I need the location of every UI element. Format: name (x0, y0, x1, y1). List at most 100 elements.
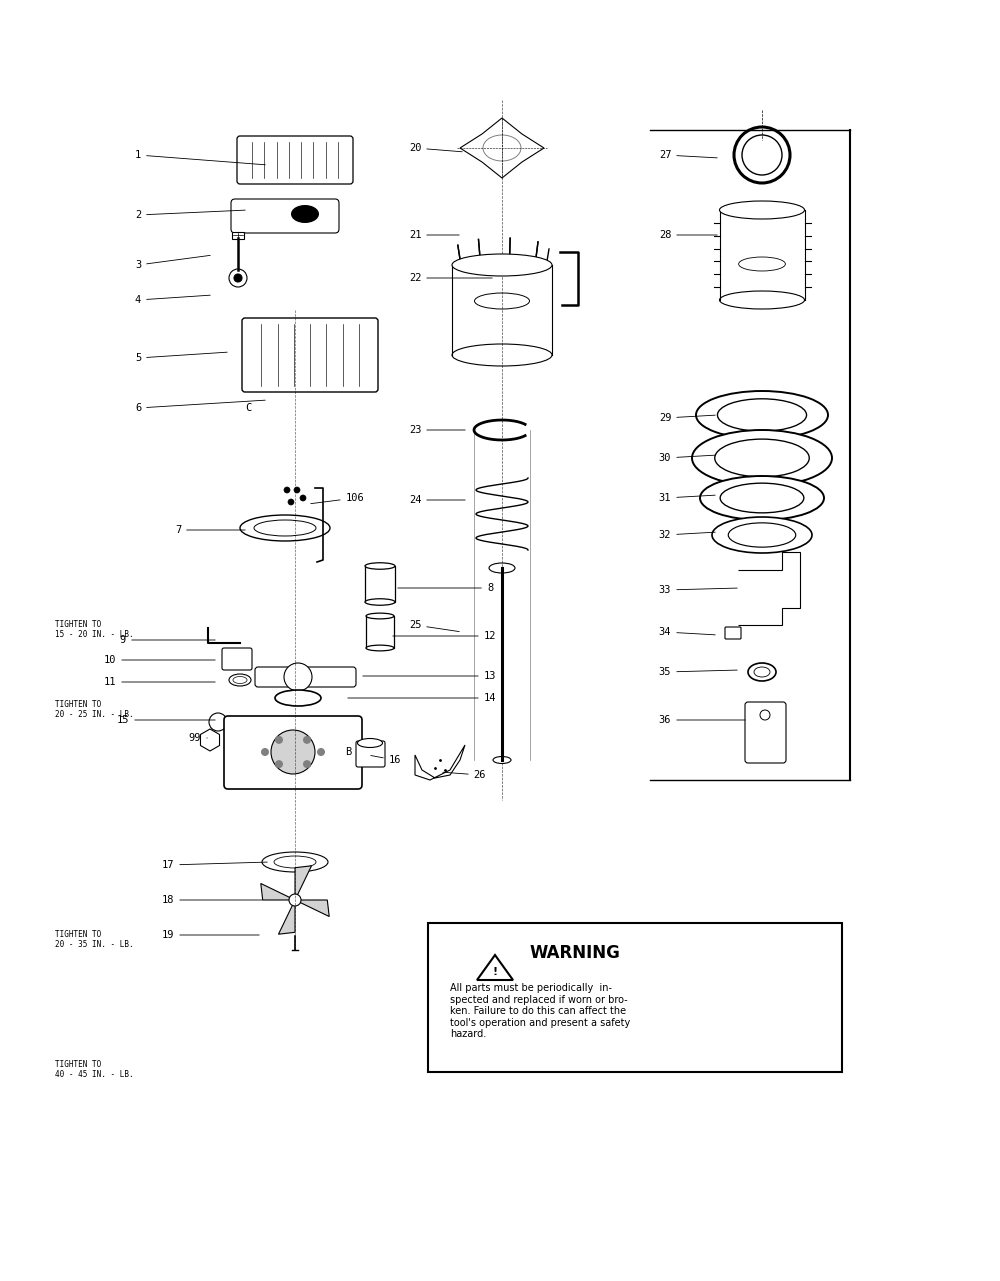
Text: 30: 30 (659, 453, 715, 462)
Ellipse shape (493, 757, 511, 763)
Text: 36: 36 (659, 715, 745, 725)
FancyBboxPatch shape (255, 667, 356, 687)
Text: WARNING: WARNING (530, 944, 620, 962)
Ellipse shape (489, 564, 515, 573)
Text: 18: 18 (162, 895, 262, 904)
Text: TIGHTEN TO
15 - 20 IN. - LB.: TIGHTEN TO 15 - 20 IN. - LB. (55, 620, 134, 639)
Ellipse shape (739, 257, 785, 272)
Polygon shape (295, 866, 312, 901)
Text: 20: 20 (409, 143, 462, 152)
Text: 31: 31 (659, 493, 715, 503)
Text: 34: 34 (659, 626, 715, 637)
Ellipse shape (254, 520, 316, 535)
Text: 5: 5 (135, 352, 227, 363)
Circle shape (303, 735, 311, 744)
Text: 17: 17 (162, 860, 267, 870)
Text: 1: 1 (135, 150, 265, 165)
Text: 16: 16 (371, 755, 401, 765)
Ellipse shape (240, 515, 330, 541)
Polygon shape (415, 746, 465, 780)
Polygon shape (477, 956, 513, 980)
Bar (232, 232, 244, 240)
Circle shape (300, 494, 306, 501)
Circle shape (229, 269, 247, 287)
Text: 12: 12 (393, 632, 496, 640)
Polygon shape (738, 552, 800, 625)
Text: 33: 33 (659, 585, 737, 594)
Text: 28: 28 (659, 231, 717, 240)
Text: TIGHTEN TO
20 - 25 IN. - LB.: TIGHTEN TO 20 - 25 IN. - LB. (55, 699, 134, 720)
Text: 7: 7 (175, 525, 245, 535)
Ellipse shape (275, 690, 321, 706)
Circle shape (275, 760, 283, 769)
Text: 14: 14 (348, 693, 496, 703)
Text: 26: 26 (443, 770, 486, 780)
Ellipse shape (717, 398, 807, 432)
Text: C: C (245, 404, 251, 412)
Text: B: B (345, 747, 351, 757)
Text: 11: 11 (104, 676, 215, 687)
Polygon shape (261, 884, 295, 901)
Text: 32: 32 (659, 530, 715, 541)
Text: 8: 8 (398, 583, 493, 593)
Ellipse shape (365, 598, 395, 605)
Circle shape (271, 730, 315, 774)
Text: 35: 35 (659, 667, 737, 676)
Polygon shape (295, 901, 329, 916)
Text: 4: 4 (135, 295, 210, 305)
Text: 10: 10 (104, 655, 215, 665)
Ellipse shape (700, 477, 824, 520)
Text: 2: 2 (135, 210, 245, 220)
FancyBboxPatch shape (725, 626, 741, 639)
Text: 9: 9 (120, 635, 215, 646)
Polygon shape (460, 118, 544, 178)
Circle shape (742, 135, 782, 175)
Ellipse shape (366, 646, 394, 651)
Text: 27: 27 (659, 150, 717, 160)
Circle shape (303, 760, 311, 769)
Text: 21: 21 (409, 231, 459, 240)
FancyBboxPatch shape (224, 716, 362, 789)
FancyBboxPatch shape (237, 136, 353, 184)
Ellipse shape (229, 674, 251, 687)
Text: 25: 25 (409, 620, 459, 632)
Ellipse shape (720, 483, 804, 512)
Circle shape (317, 748, 325, 756)
FancyBboxPatch shape (222, 648, 252, 670)
Ellipse shape (696, 391, 828, 439)
Circle shape (734, 127, 790, 183)
Text: 23: 23 (409, 425, 465, 436)
Ellipse shape (728, 523, 796, 547)
Text: All parts must be periodically  in-
spected and replaced if worn or bro-
ken. Fa: All parts must be periodically in- spect… (450, 983, 630, 1039)
Circle shape (288, 500, 294, 505)
Circle shape (294, 487, 300, 493)
Circle shape (284, 664, 312, 690)
Ellipse shape (748, 664, 776, 681)
Circle shape (209, 714, 227, 731)
Circle shape (284, 487, 290, 493)
Polygon shape (278, 901, 295, 934)
Ellipse shape (483, 135, 521, 161)
FancyBboxPatch shape (242, 318, 378, 392)
Ellipse shape (715, 439, 809, 477)
Circle shape (261, 748, 269, 756)
Text: 99: 99 (189, 733, 207, 743)
Ellipse shape (712, 518, 812, 553)
Ellipse shape (452, 254, 552, 275)
Ellipse shape (365, 562, 395, 569)
Circle shape (760, 710, 770, 720)
Ellipse shape (475, 293, 530, 309)
FancyBboxPatch shape (231, 199, 339, 233)
Text: TIGHTEN TO
20 - 35 IN. - LB.: TIGHTEN TO 20 - 35 IN. - LB. (55, 930, 134, 949)
Text: 22: 22 (409, 273, 492, 283)
Ellipse shape (366, 614, 394, 619)
Ellipse shape (262, 852, 328, 872)
Ellipse shape (291, 205, 319, 223)
Text: !: ! (492, 967, 498, 977)
Text: 24: 24 (409, 494, 465, 505)
Ellipse shape (274, 856, 316, 869)
Ellipse shape (452, 345, 552, 366)
Text: 29: 29 (659, 412, 715, 423)
Ellipse shape (358, 739, 382, 748)
Circle shape (234, 274, 242, 282)
